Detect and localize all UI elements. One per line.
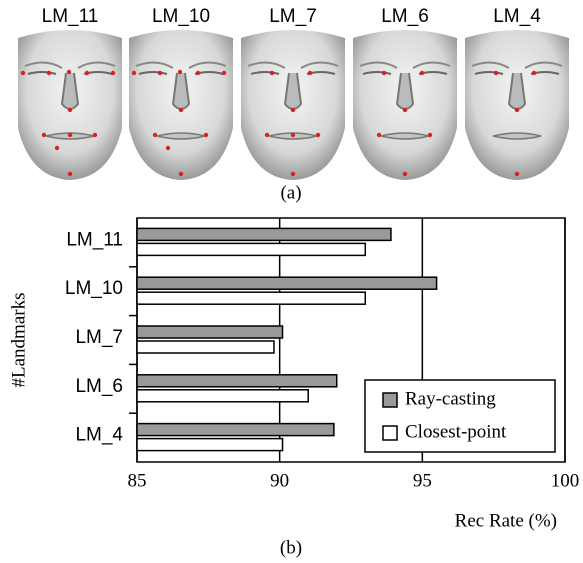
legend-label: Ray-casting (405, 388, 496, 409)
chart: 85 90 95 100 LM_11 LM_10 LM_7 LM_6 LM_4 Rec Rate … (8, 218, 579, 531)
y-tick-label: LM_6 (75, 376, 123, 397)
y-tick-label: LM_4 (75, 425, 123, 446)
landmark-dot (377, 133, 381, 137)
landmark-dot (532, 71, 536, 75)
landmark-dot (428, 133, 432, 137)
face-label: LM_10 (152, 6, 210, 27)
landmark-dot (196, 71, 200, 75)
mouth (157, 133, 205, 139)
landmark-dot (153, 133, 157, 137)
landmark-dot (166, 146, 170, 150)
landmark-dot (382, 71, 386, 75)
y-tick-label: LM_7 (75, 327, 123, 348)
landmark-dot (204, 133, 208, 137)
landmark-dot (291, 108, 295, 112)
landmark-dot (222, 71, 226, 75)
landmark-dot (291, 172, 295, 176)
face-label: LM_6 (381, 6, 429, 27)
face-label: LM_7 (269, 6, 317, 27)
landmark-dot (158, 71, 162, 75)
x-tick-label: 85 (128, 470, 147, 491)
nose (62, 73, 78, 109)
bar (137, 390, 308, 402)
bar (137, 326, 283, 338)
y-tick-label: LM_10 (65, 278, 123, 299)
landmark-dot (85, 71, 89, 75)
landmark-dot (179, 108, 183, 112)
face (18, 30, 122, 180)
landmark-dot (111, 71, 115, 75)
nose (173, 73, 189, 109)
bar (137, 375, 337, 387)
faces-panel: LM_11 LM_10 LM_7 LM_6 LM_4 (18, 6, 569, 180)
bar (137, 439, 283, 451)
bar (137, 243, 365, 255)
landmark-dot (68, 172, 72, 176)
bar (137, 292, 365, 304)
landmark-dot (420, 71, 424, 75)
landmark-dot (93, 133, 97, 137)
landmark-dot (270, 71, 274, 75)
landmark-dot (67, 70, 71, 74)
landmark-dot (68, 133, 72, 137)
bar (137, 277, 437, 289)
face-label: LM_4 (493, 6, 541, 27)
nose (509, 73, 525, 109)
landmark-dot (21, 71, 25, 75)
landmark-dot (68, 108, 72, 112)
y-tick-label: LM_11 (66, 229, 123, 250)
landmark-dot (308, 71, 312, 75)
landmark-dot (515, 108, 519, 112)
x-tick-label: 95 (413, 470, 432, 491)
landmark-dot (179, 172, 183, 176)
landmark-dot (132, 71, 136, 75)
face-label: LM_11 (42, 6, 99, 27)
x-tick-label: 90 (270, 470, 289, 491)
landmark-dot (515, 172, 519, 176)
bar (137, 228, 391, 240)
caption-a: (a) (280, 182, 301, 203)
landmark-dot (265, 133, 269, 137)
x-axis-label: Rec Rate (%) (455, 510, 557, 531)
figure: LM_11 LM_10 LM_7 LM_6 LM_4 (a) 85 90 95 100 LM_1… (0, 0, 583, 563)
landmark-dot (403, 108, 407, 112)
x-tick-label: 100 (551, 470, 580, 491)
landmark-dot (47, 71, 51, 75)
mouth (493, 133, 541, 139)
mouth (381, 133, 429, 139)
legend-label: Closest-point (405, 421, 507, 442)
landmark-dot (178, 70, 182, 74)
bar (137, 341, 274, 353)
y-axis-label: #Landmarks (8, 293, 29, 388)
landmark-dot (494, 71, 498, 75)
landmark-dot (42, 133, 46, 137)
bar (137, 424, 334, 436)
landmark-dot (403, 172, 407, 176)
landmark-dot (55, 146, 59, 150)
face (465, 30, 569, 180)
face (353, 30, 457, 180)
landmark-dot (316, 133, 320, 137)
caption-b: (b) (280, 537, 302, 558)
face (129, 30, 233, 180)
landmark-dot (291, 133, 295, 137)
legend-swatch (383, 426, 397, 440)
nose (285, 73, 301, 109)
nose (397, 73, 413, 109)
face (241, 30, 345, 180)
legend-swatch (383, 393, 397, 407)
